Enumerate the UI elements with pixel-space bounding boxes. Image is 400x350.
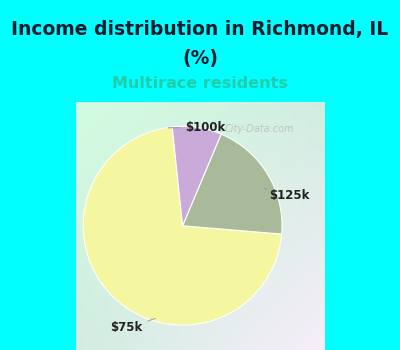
Text: City-Data.com: City-Data.com xyxy=(225,124,294,134)
Wedge shape xyxy=(83,127,282,325)
Text: $100k: $100k xyxy=(168,121,225,134)
Text: Multirace residents: Multirace residents xyxy=(112,76,288,91)
Text: $125k: $125k xyxy=(265,188,310,202)
Text: Income distribution in Richmond, IL: Income distribution in Richmond, IL xyxy=(11,20,389,39)
Text: $75k: $75k xyxy=(110,318,155,334)
Text: (%): (%) xyxy=(182,49,218,68)
Wedge shape xyxy=(172,126,221,226)
Wedge shape xyxy=(183,134,282,234)
